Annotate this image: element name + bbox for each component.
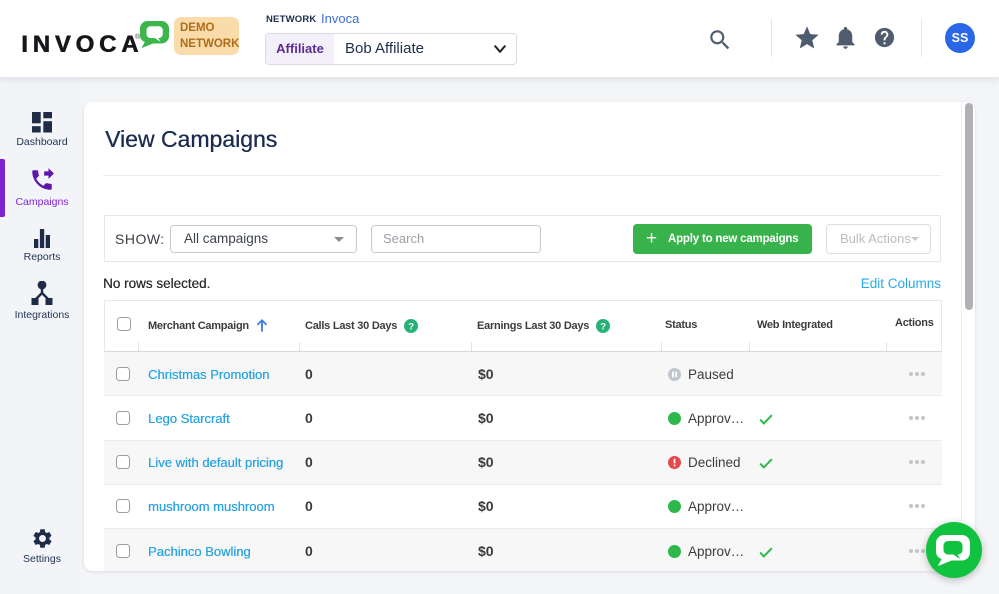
svg-text:?: ?: [408, 322, 414, 333]
svg-text:?: ?: [600, 322, 606, 333]
